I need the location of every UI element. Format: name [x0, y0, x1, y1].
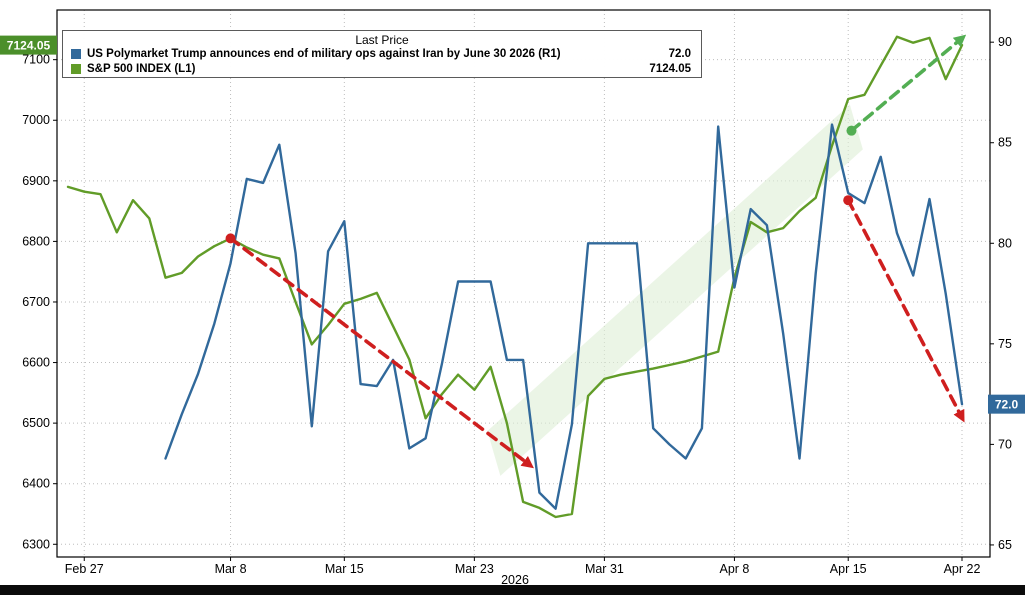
- legend-title: Last Price: [355, 33, 409, 47]
- chart-legend: Last Price US Polymarket Trump announces…: [62, 30, 702, 78]
- left-axis-tick-label: 6500: [22, 416, 50, 430]
- legend-item-polymarket[interactable]: US Polymarket Trump announces end of mil…: [63, 47, 701, 62]
- sp500-last-price-tag-label: 7124.05: [7, 39, 51, 53]
- right-axis-tick-label: 90: [998, 35, 1012, 49]
- left-axis-tick-label: 7000: [22, 113, 50, 127]
- x-axis-tick-label: Mar 15: [325, 562, 364, 576]
- legend-label-polymarket: US Polymarket Trump announces end of mil…: [87, 48, 561, 60]
- red-trend-arrow-1: [228, 236, 534, 469]
- polymarket-last-price-tag: [988, 394, 1025, 414]
- polymarket-last-price-tag-label: 72.0: [995, 398, 1019, 412]
- plot-frame: [56, 9, 991, 558]
- polymarket-line: [164, 123, 964, 510]
- sp500-line: [66, 35, 964, 519]
- legend-value-sp500: 7124.05: [649, 63, 691, 75]
- left-axis-tick-label: 6600: [22, 356, 50, 370]
- axis-labels: 6300 6400 6500 6600 6700 6800 6900 7000 7100 65 70…: [22, 35, 1012, 587]
- legend-value-polymarket: 72.0: [668, 48, 691, 60]
- left-axis-tick-label: 6400: [22, 477, 50, 491]
- bottom-ticker-strip: [0, 585, 1025, 595]
- x-axis-tick-label: Mar 31: [585, 562, 624, 576]
- last-price-tags: 7124.05 72.0: [0, 35, 1025, 414]
- sp500-last-price-tag: [0, 35, 57, 55]
- red-trend-arrow-1-start-dot: [225, 233, 236, 244]
- x-axis-year-label: 2026: [501, 573, 529, 585]
- legend-item-sp500[interactable]: S&P 500 INDEX (L1) 7124.05: [63, 62, 701, 77]
- x-axis-tick-label: Apr 22: [944, 562, 981, 576]
- red-trend-arrow-2-start-dot: [843, 195, 854, 206]
- x-axis-tick-label: Mar 23: [455, 562, 494, 576]
- left-axis-tick-label: 7100: [22, 53, 50, 67]
- right-axis-tick-label: 85: [998, 136, 1012, 150]
- gridlines: [57, 10, 990, 557]
- x-axis-tick-label: Feb 27: [65, 562, 104, 576]
- right-axis-tick-label: 65: [998, 538, 1012, 552]
- green-trend-arrow: [849, 34, 967, 133]
- left-axis-tick-label: 6900: [22, 174, 50, 188]
- left-axis-tick-label: 6700: [22, 295, 50, 309]
- green-trend-arrow-start-dot: [846, 125, 857, 136]
- sp500-series-swatch-icon: [71, 64, 81, 74]
- right-axis-tick-label: 75: [998, 337, 1012, 351]
- x-axis-tick-label: Mar 8: [215, 562, 247, 576]
- left-axis-tick-label: 6800: [22, 234, 50, 248]
- x-axis-tick-label: Apr 15: [830, 562, 867, 576]
- right-axis-tick-label: 80: [998, 236, 1012, 250]
- right-axis-tick-label: 70: [998, 437, 1012, 451]
- legend-label-sp500: S&P 500 INDEX (L1): [87, 63, 196, 75]
- polymarket-series-swatch-icon: [71, 49, 81, 59]
- x-axis-tick-label: Apr 8: [719, 562, 749, 576]
- left-axis-tick-label: 6300: [22, 537, 50, 551]
- red-trend-arrow-2: [846, 198, 965, 423]
- trend-channel-band: [487, 104, 863, 476]
